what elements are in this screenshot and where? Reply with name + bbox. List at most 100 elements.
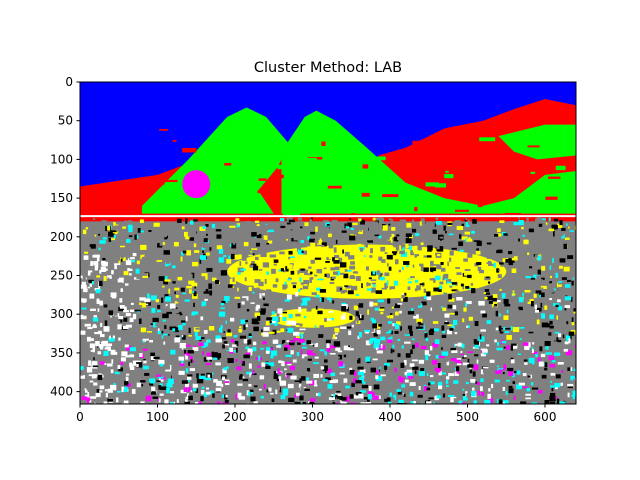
ground-pixel bbox=[460, 353, 464, 356]
ground-pixel bbox=[181, 226, 185, 230]
ground-pixel bbox=[437, 381, 443, 388]
ground-pixel bbox=[199, 255, 207, 260]
ground-pixel bbox=[210, 225, 213, 231]
ground-pixel bbox=[183, 335, 186, 340]
ground-pixel bbox=[276, 330, 281, 333]
ground-pixel bbox=[410, 401, 416, 404]
ground-pixel bbox=[251, 248, 258, 250]
ground-pixel bbox=[503, 327, 507, 331]
ground-pixel bbox=[531, 347, 534, 351]
ground-pixel bbox=[421, 402, 424, 404]
ground-pixel bbox=[551, 224, 558, 228]
ground-pixel bbox=[363, 231, 367, 236]
ground-pixel bbox=[129, 376, 135, 380]
ground-pixel bbox=[95, 275, 101, 278]
ground-pixel bbox=[335, 347, 341, 351]
ground-pixel bbox=[380, 344, 383, 349]
ground-pixel bbox=[265, 321, 270, 326]
ground-pixel bbox=[499, 288, 502, 291]
ground-pixel bbox=[387, 321, 393, 324]
ground-pixel bbox=[535, 218, 538, 224]
ground-pixel bbox=[503, 364, 507, 370]
ground-pixel bbox=[325, 339, 331, 344]
ground-pixel bbox=[240, 230, 247, 234]
ground-pixel bbox=[276, 376, 282, 382]
ground-pixel bbox=[216, 273, 220, 280]
ground-pixel bbox=[549, 392, 556, 399]
ground-pixel bbox=[336, 390, 341, 393]
ground-pixel bbox=[338, 361, 344, 367]
ground-pixel bbox=[199, 375, 206, 380]
ground-pixel bbox=[233, 254, 240, 260]
ground-pixel bbox=[549, 298, 553, 301]
ground-pixel bbox=[345, 226, 350, 229]
ground-pixel bbox=[466, 262, 473, 266]
ground-pixel bbox=[129, 273, 132, 276]
ground-pixel bbox=[262, 262, 270, 268]
ground-pixel bbox=[198, 342, 204, 347]
ground-pixel bbox=[147, 236, 151, 241]
x-tick-label: 100 bbox=[146, 410, 169, 424]
ground-pixel bbox=[248, 383, 252, 387]
ground-pixel bbox=[553, 218, 559, 222]
ground-pixel bbox=[498, 356, 505, 362]
ground-pixel bbox=[185, 368, 189, 373]
ground-pixel bbox=[128, 226, 133, 233]
ground-pixel bbox=[370, 326, 374, 332]
ground-pixel bbox=[526, 238, 531, 242]
x-tick-label: 300 bbox=[301, 410, 324, 424]
ground-pixel bbox=[123, 309, 129, 313]
ground-pixel bbox=[236, 224, 240, 228]
ground-pixel bbox=[276, 295, 283, 298]
ground-pixel bbox=[279, 335, 282, 341]
ground-pixel bbox=[150, 354, 155, 361]
ground-pixel bbox=[98, 373, 102, 376]
ground-pixel bbox=[193, 345, 197, 348]
ground-pixel bbox=[353, 356, 359, 360]
ground-pixel bbox=[430, 326, 433, 329]
mountain-texture bbox=[434, 148, 450, 151]
ground-pixel bbox=[561, 234, 565, 239]
ground-pixel bbox=[518, 296, 524, 303]
ground-pixel bbox=[247, 223, 252, 226]
ground-pixel bbox=[493, 305, 497, 308]
ground-pixel bbox=[413, 386, 417, 389]
ground-pixel bbox=[257, 226, 265, 232]
ground-pixel bbox=[89, 244, 96, 249]
ground-pixel bbox=[357, 366, 364, 370]
ground-pixel bbox=[524, 289, 531, 293]
ground-pixel bbox=[568, 259, 573, 261]
ground-pixel bbox=[378, 256, 383, 261]
ground-pixel bbox=[238, 396, 246, 400]
ground-pixel bbox=[309, 238, 316, 243]
ground-pixel bbox=[92, 317, 99, 322]
ground-pixel bbox=[508, 221, 514, 223]
ground-pixel bbox=[302, 283, 309, 290]
ground-pixel bbox=[178, 356, 185, 361]
ground-pixel bbox=[482, 231, 485, 235]
ground-pixel bbox=[242, 239, 249, 243]
ground-pixel bbox=[567, 365, 571, 371]
ground-pixel bbox=[565, 284, 571, 288]
ground-pixel bbox=[99, 300, 103, 306]
ground-pixel bbox=[550, 372, 556, 376]
ground-pixel bbox=[143, 358, 146, 361]
ground-pixel bbox=[361, 399, 367, 402]
ground-pixel bbox=[264, 278, 267, 285]
ground-pixel bbox=[535, 290, 542, 294]
ground-pixel bbox=[573, 308, 576, 314]
ground-pixel bbox=[466, 238, 473, 242]
ground-pixel bbox=[425, 337, 429, 342]
ground-pixel bbox=[298, 338, 305, 343]
ground-pixel bbox=[439, 285, 443, 290]
mountain-texture bbox=[412, 140, 422, 145]
ground-pixel bbox=[191, 282, 198, 287]
ground-pixel bbox=[314, 356, 319, 359]
ground-pixel bbox=[341, 401, 347, 404]
ground-pixel bbox=[325, 224, 330, 229]
ground-pixel bbox=[306, 340, 312, 345]
ground-pixel bbox=[136, 393, 142, 396]
ground-pixel bbox=[225, 394, 228, 398]
ground-pixel bbox=[282, 392, 288, 396]
ground-pixel bbox=[441, 306, 445, 309]
